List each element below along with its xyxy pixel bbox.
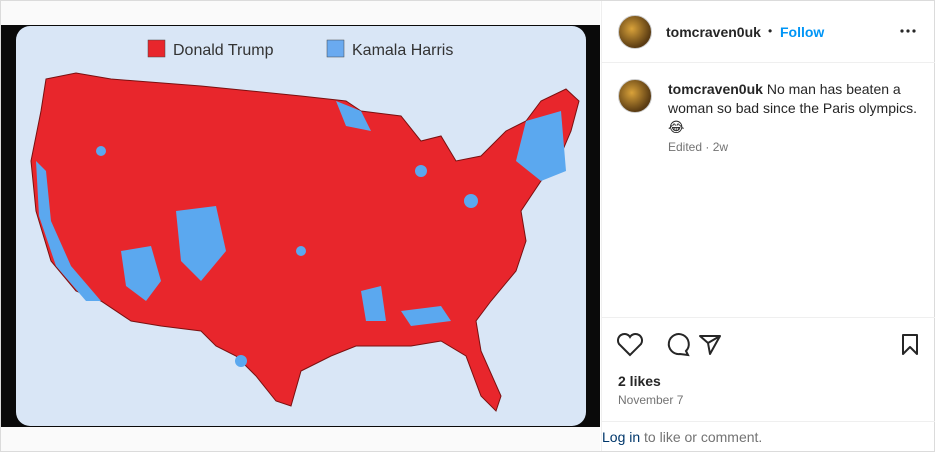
- legend-swatch: [326, 39, 345, 58]
- region: [121, 246, 161, 301]
- caption-username[interactable]: tomcraven0uk: [668, 81, 763, 97]
- caption: tomcraven0uk No man has beaten a woman s…: [668, 80, 923, 137]
- region: [176, 206, 226, 281]
- region: [464, 194, 478, 208]
- more-options[interactable]: [898, 23, 918, 39]
- us-map: [30, 72, 580, 412]
- divider: [602, 317, 935, 318]
- legend-label: Donald Trump: [173, 42, 274, 59]
- post-media: Donald Trump Kamala Harris: [1, 1, 600, 451]
- region: [415, 165, 427, 177]
- username[interactable]: tomcraven0uk: [666, 24, 761, 40]
- post-sidebar: tomcraven0uk • Follow tomcraven0uk No ma…: [601, 1, 935, 451]
- region: [516, 111, 566, 181]
- avatar[interactable]: [618, 79, 652, 113]
- region: [96, 146, 106, 156]
- legend-label: Kamala Harris: [352, 42, 453, 59]
- region: [361, 286, 386, 321]
- post-date: November 7: [618, 393, 684, 407]
- likes-count[interactable]: 2 likes: [618, 373, 661, 389]
- comment-button[interactable]: [667, 333, 690, 357]
- like-button[interactable]: [616, 332, 644, 357]
- login-link[interactable]: Log in: [602, 429, 641, 445]
- share-button[interactable]: [699, 335, 721, 355]
- region: [296, 246, 306, 256]
- follow-button[interactable]: Follow: [780, 24, 825, 40]
- save-button[interactable]: [902, 334, 918, 355]
- avatar[interactable]: [618, 15, 652, 49]
- login-prompt: Log in to like or comment.: [602, 429, 762, 445]
- caption-text: No man has beaten a woman so bad since t…: [668, 81, 917, 135]
- region: [336, 101, 371, 131]
- legend-swatch: [147, 39, 166, 58]
- divider: [602, 421, 935, 422]
- divider: [602, 62, 935, 63]
- caption-meta: Edited · 2w: [668, 140, 729, 154]
- action-bar: [616, 332, 918, 357]
- region: [401, 306, 451, 326]
- blue-regions: [36, 101, 566, 367]
- map-image: Donald Trump Kamala Harris: [1, 25, 600, 427]
- separator: •: [768, 24, 773, 38]
- region: [36, 161, 101, 301]
- login-text: to like or comment.: [644, 429, 763, 445]
- region: [235, 355, 247, 367]
